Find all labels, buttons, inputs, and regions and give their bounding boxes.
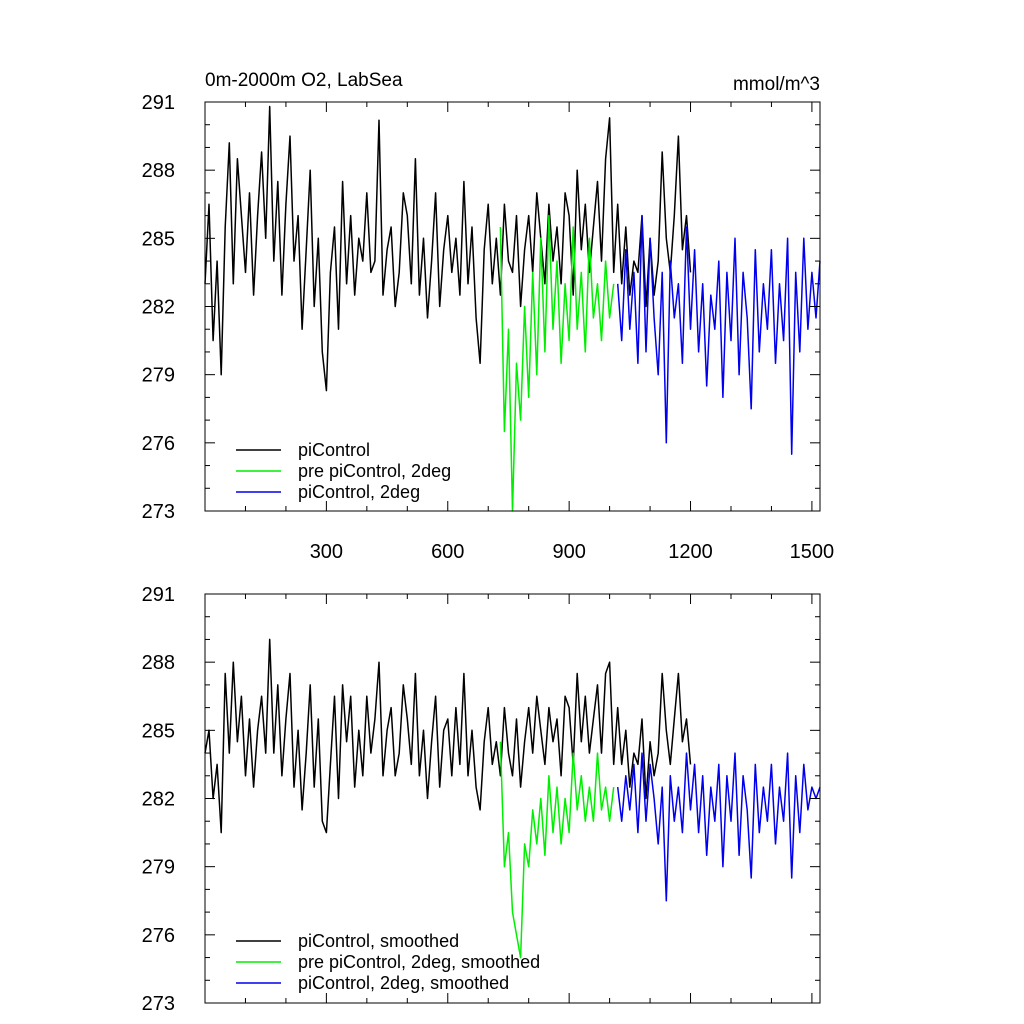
y-tick-label: 273 <box>142 501 175 523</box>
x-tick-label: 900 <box>552 541 585 563</box>
panel-1: 273 276 279 282 285 288 291 300 600 900 1200 1500 0m… <box>142 70 835 563</box>
y-tick-label: 279 <box>142 365 175 387</box>
series-line-2-1 <box>204 638 692 834</box>
chart-title: 0m-2000m O2, LabSea <box>205 70 403 91</box>
x-tick-label: 600 <box>431 541 464 563</box>
legend-label-1: piControl, smoothed <box>298 931 459 951</box>
y-tick-label: 291 <box>142 92 175 114</box>
series-line-2-3 <box>616 752 821 902</box>
legend-label-2: pre piControl, 2deg, smoothed <box>298 952 540 972</box>
panel-2: 273 276 279 282 285 288 291 piControl, smoothed… <box>142 584 821 1015</box>
y-tick-label: 285 <box>142 720 175 742</box>
x-tick-label: 300 <box>310 541 343 563</box>
units-label: mmol/m^3 <box>733 74 820 95</box>
y-tick-label: 291 <box>142 584 175 606</box>
y-tick-label: 288 <box>142 652 175 674</box>
series-line-2-2 <box>499 741 615 959</box>
y-tick-label: 282 <box>142 297 175 319</box>
y-tick-label: 282 <box>142 789 175 811</box>
y-tick-label: 276 <box>142 433 175 455</box>
y-tick-label: 285 <box>142 228 175 250</box>
series-line-1-2 <box>499 214 615 512</box>
y-tick-label: 279 <box>142 857 175 879</box>
legend-label-3: piControl, 2deg, smoothed <box>298 973 509 993</box>
legend-label-1: piControl <box>298 440 370 460</box>
legend-label-2: pre piControl, 2deg <box>298 461 451 481</box>
x-tick-label: 1500 <box>790 541 835 563</box>
x-tick-label: 1200 <box>668 541 713 563</box>
legend-label-3: piControl, 2deg <box>298 482 420 502</box>
y-tick-label: 273 <box>142 993 175 1015</box>
y-tick-label: 276 <box>142 925 175 947</box>
y-tick-label: 288 <box>142 160 175 182</box>
series-line-1-3 <box>616 214 821 455</box>
series-line-1-1 <box>204 105 692 392</box>
